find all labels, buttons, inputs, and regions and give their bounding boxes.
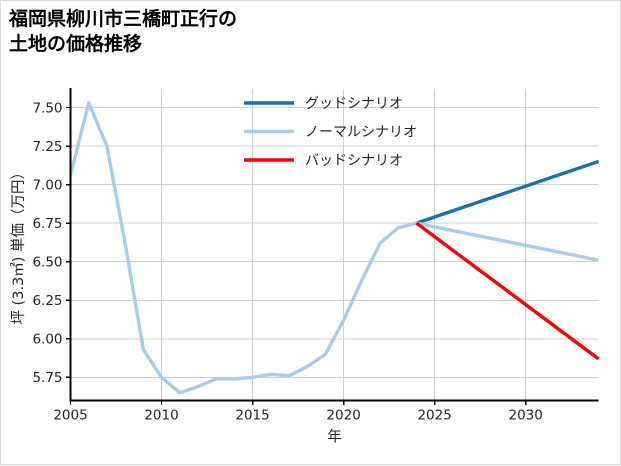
x-tick-label: 2005 — [53, 408, 87, 424]
series-line — [415, 221, 600, 361]
chart-title: 福岡県柳川市三橋町正行の 土地の価格推移 — [9, 8, 238, 56]
x-tick-label: 2020 — [326, 408, 360, 424]
x-tick-label: 2030 — [508, 408, 542, 424]
y-axis-label: 坪 (3.3㎡) 単価（万円） — [10, 165, 27, 325]
y-tick-label: 5.75 — [32, 370, 62, 386]
legend-label: バッドシナリオ — [305, 153, 403, 169]
x-tick-label: 2010 — [144, 408, 178, 424]
data-series-group — [68, 101, 600, 395]
x-tick-label: 2015 — [235, 408, 269, 424]
y-tick-labels: 5.75 6.00 6.25 6.50 6.75 7.00 7.25 7.50 — [32, 100, 62, 386]
y-tick-label: 7.00 — [32, 177, 62, 193]
gridlines-group — [70, 89, 599, 401]
y-tick-label: 6.50 — [32, 255, 62, 271]
x-tick-label: 2025 — [417, 408, 451, 424]
legend-label: グッドシナリオ — [305, 96, 403, 112]
y-tick-label: 6.25 — [32, 293, 62, 309]
legend-label: ノーマルシナリオ — [305, 125, 417, 141]
y-tick-label: 6.75 — [32, 216, 62, 232]
y-tick-label: 7.50 — [32, 100, 62, 116]
series-line — [68, 101, 599, 395]
y-tick-label: 6.00 — [32, 332, 62, 348]
y-tick-label: 7.25 — [32, 139, 62, 155]
series-line — [415, 159, 600, 225]
x-axis-label: 年 — [327, 429, 342, 446]
axis-spines — [69, 88, 599, 402]
x-tick-labels: 2005 2010 2015 2020 2025 2030 — [53, 408, 543, 424]
